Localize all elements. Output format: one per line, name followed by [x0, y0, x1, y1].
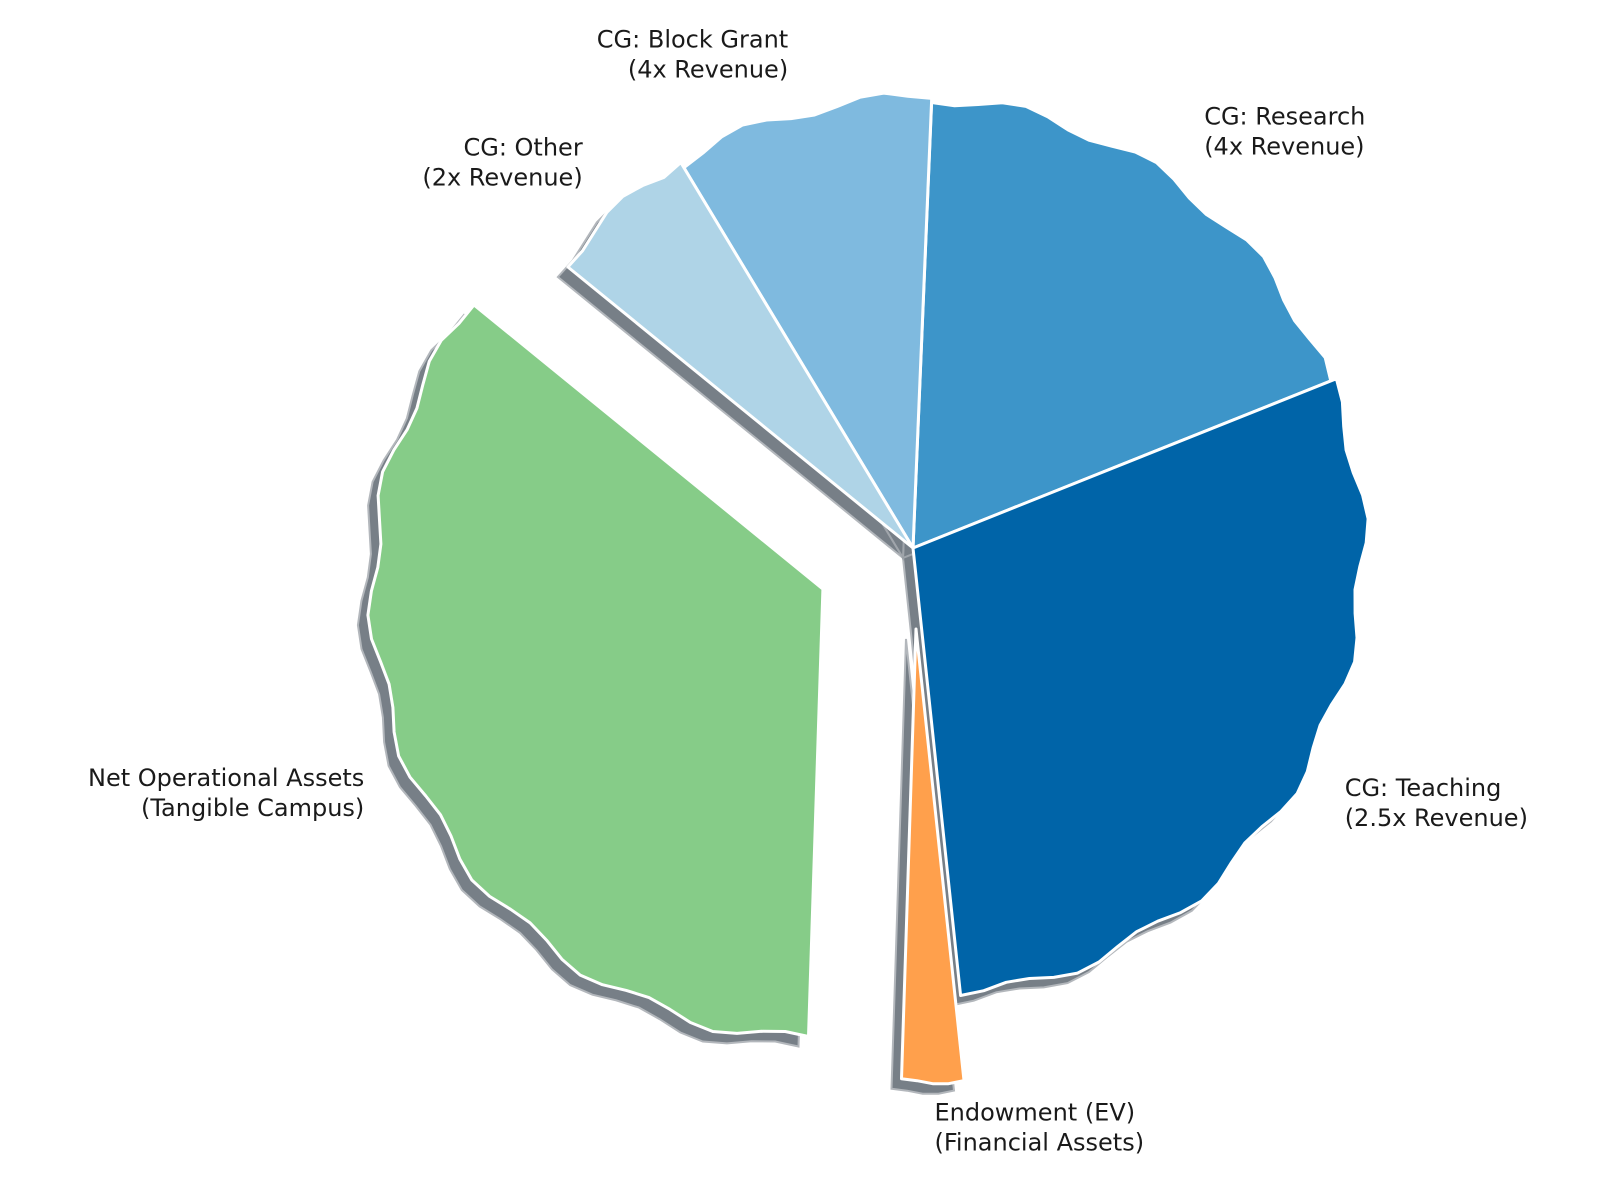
label-line: (2x Revenue)	[422, 163, 582, 191]
slice-cg-block-grant	[682, 91, 934, 550]
label-net-operational-assets: Net Operational Assets (Tangible Campus)	[88, 764, 364, 822]
label-cg-teaching: CG: Teaching (2.5x Revenue)	[1345, 774, 1528, 832]
label-cg-block-grant: CG: Block Grant (4x Revenue)	[597, 26, 788, 84]
label-line: Net Operational Assets	[88, 764, 364, 792]
label-line: CG: Research	[1204, 103, 1365, 131]
label-endowment-ev: Endowment (EV) (Financial Assets)	[935, 1099, 1145, 1157]
label-line: CG: Teaching	[1345, 774, 1502, 802]
label-cg-other: CG: Other (2x Revenue)	[422, 133, 582, 191]
label-line: (4x Revenue)	[1204, 133, 1364, 161]
slice-cg-other	[566, 161, 915, 550]
label-line: (2.5x Revenue)	[1345, 804, 1528, 832]
label-line: Endowment (EV)	[935, 1099, 1136, 1127]
slices	[366, 91, 1370, 1086]
label-line: (Tangible Campus)	[141, 794, 364, 822]
slice-endowment-ev	[900, 627, 966, 1086]
label-line: CG: Block Grant	[597, 26, 788, 54]
slice-net-operational-assets	[366, 303, 825, 1038]
label-line: (4x Revenue)	[628, 56, 788, 84]
label-cg-research: CG: Research (4x Revenue)	[1204, 103, 1365, 161]
label-line: (Financial Assets)	[935, 1129, 1145, 1157]
slice-cg-teaching	[911, 377, 1370, 997]
slice-cg-research	[911, 101, 1333, 550]
label-line: CG: Other	[463, 133, 582, 161]
slice-labels: CG: Research (4x Revenue)CG: Block Grant(…	[88, 26, 1528, 1157]
